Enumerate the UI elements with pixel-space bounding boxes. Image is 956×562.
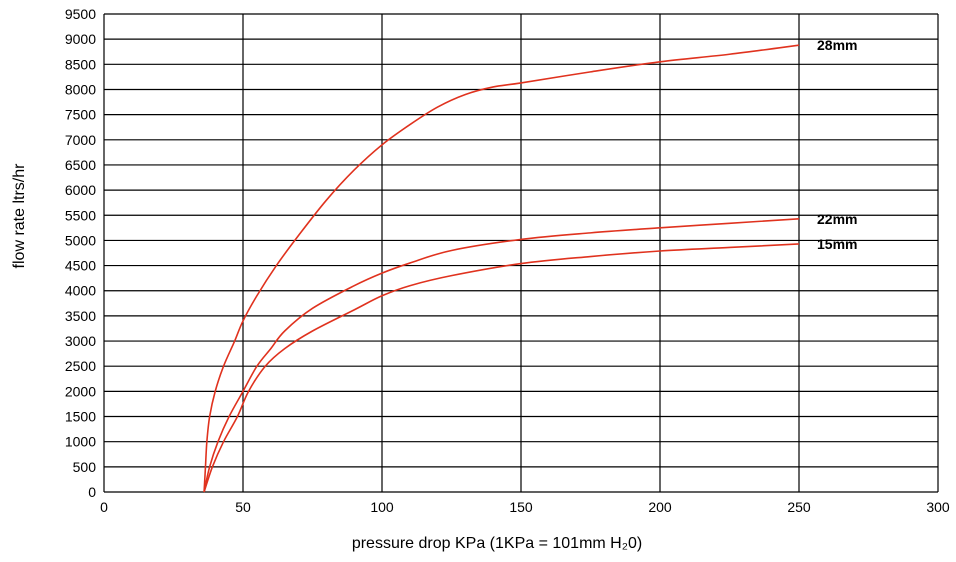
y-tick-label-9000: 9000 <box>65 31 96 47</box>
x-tick-label-300: 300 <box>926 499 950 515</box>
y-tick-label-4500: 4500 <box>65 258 96 274</box>
y-tick-label-4000: 4000 <box>65 283 96 299</box>
x-tick-label-100: 100 <box>370 499 394 515</box>
series-labels: 28mm 22mm 15mm <box>817 37 857 252</box>
y-tick-label-8000: 8000 <box>65 81 96 97</box>
grid <box>103 13 939 493</box>
series-line-15mm <box>203 243 800 493</box>
y-tick-label-1500: 1500 <box>65 409 96 425</box>
y-tick-label-1000: 1000 <box>65 434 96 450</box>
y-tick-label-6000: 6000 <box>65 182 96 198</box>
tick-labels: 0500100015002000250030003500400045005000… <box>65 6 950 515</box>
y-tick-label-0: 0 <box>88 484 96 500</box>
x-axis-title: pressure drop KPa (1KPa = 101mm H₂0) <box>352 535 642 552</box>
x-tick-label-200: 200 <box>648 499 672 515</box>
y-tick-label-5000: 5000 <box>65 232 96 248</box>
y-tick-label-2000: 2000 <box>65 383 96 399</box>
series-line-22mm <box>203 217 800 493</box>
y-tick-label-500: 500 <box>73 459 97 475</box>
y-axis-title: flow rate ltrs/hr <box>11 163 28 269</box>
series-line-28mm <box>203 44 800 493</box>
x-tick-label-250: 250 <box>787 499 811 515</box>
x-tick-label-50: 50 <box>235 499 251 515</box>
y-tick-label-7000: 7000 <box>65 132 96 148</box>
series-label-22mm: 22mm <box>817 211 857 227</box>
y-tick-label-3500: 3500 <box>65 308 96 324</box>
x-tick-label-0: 0 <box>100 499 108 515</box>
series-label-28mm: 28mm <box>817 37 857 53</box>
series-lines <box>203 44 800 493</box>
y-tick-label-9500: 9500 <box>65 6 96 22</box>
y-tick-label-8500: 8500 <box>65 56 96 72</box>
y-tick-label-3000: 3000 <box>65 333 96 349</box>
y-tick-label-2500: 2500 <box>65 358 96 374</box>
y-tick-label-5500: 5500 <box>65 207 96 223</box>
y-tick-label-6500: 6500 <box>65 157 96 173</box>
y-tick-label-7500: 7500 <box>65 107 96 123</box>
series-label-15mm: 15mm <box>817 236 857 252</box>
x-tick-label-150: 150 <box>509 499 533 515</box>
